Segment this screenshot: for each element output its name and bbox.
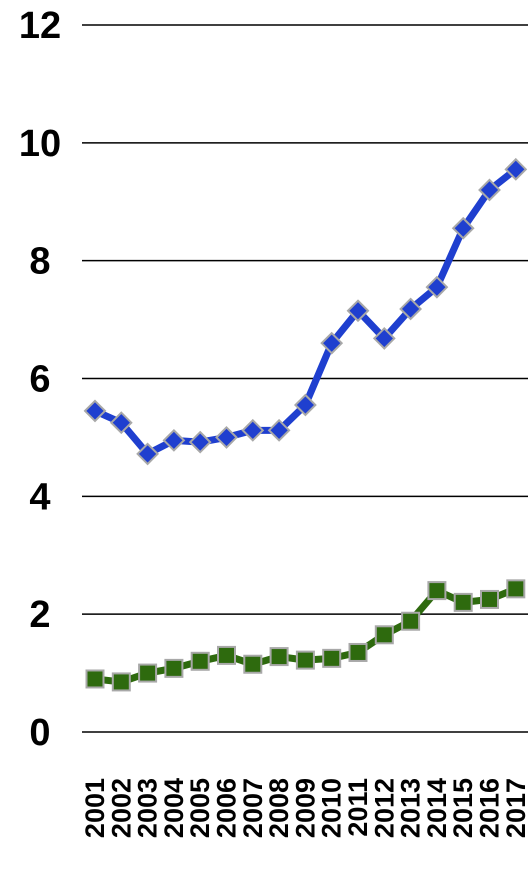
series-2-point — [164, 658, 184, 678]
series-2-point — [111, 672, 131, 692]
series-2-point — [374, 625, 394, 645]
y-tick-label: 8 — [29, 241, 50, 283]
series-1-point — [267, 418, 291, 442]
x-tick-label: 2002 — [106, 778, 136, 838]
series-2-point — [401, 611, 421, 631]
x-tick-label: 2005 — [185, 778, 215, 838]
series-1-point — [399, 297, 423, 321]
series-2-point — [480, 589, 499, 609]
x-tick-label: 2011 — [343, 778, 373, 837]
y-tick-label: 6 — [29, 359, 50, 401]
x-tick-label: 2012 — [369, 778, 399, 838]
series-1-point — [241, 418, 265, 442]
series-1-point — [346, 299, 370, 323]
series-2-point — [190, 651, 210, 671]
series-2-point — [348, 642, 368, 662]
x-tick-label: 2008 — [264, 778, 294, 838]
x-tick-label: 2017 — [501, 778, 528, 838]
series-2-point — [295, 650, 315, 670]
series-1-point — [320, 331, 344, 355]
series-1-point — [451, 216, 475, 240]
series-layer — [83, 157, 528, 692]
y-tick-label: 10 — [19, 123, 61, 165]
series-2-point — [217, 645, 236, 665]
series-1-point — [425, 275, 449, 299]
x-tick-label: 2015 — [448, 778, 478, 838]
series-1-point — [372, 327, 396, 350]
series-1-point — [109, 411, 133, 435]
series-2-point — [506, 579, 526, 599]
x-tick-label: 2009 — [290, 778, 320, 838]
series-1-point — [136, 442, 160, 466]
series-2-point — [269, 647, 289, 667]
gridlines — [82, 24, 528, 733]
x-tick-label: 2001 — [80, 778, 110, 838]
x-tick-label: 2010 — [317, 778, 347, 838]
x-axis-tick-labels: 2001200220032004200520062007200820092010… — [80, 778, 528, 838]
x-tick-label: 2014 — [422, 778, 452, 838]
series-2-point — [322, 648, 342, 668]
series-1-point — [188, 430, 212, 454]
y-tick-label: 4 — [29, 476, 50, 518]
x-tick-label: 2013 — [396, 778, 426, 838]
y-tick-label: 0 — [29, 712, 50, 754]
x-tick-label: 2007 — [238, 778, 268, 838]
series-1 — [83, 157, 528, 466]
series-1-point — [504, 157, 528, 181]
y-tick-label: 12 — [19, 5, 61, 47]
series-1-point — [215, 426, 238, 449]
series-2 — [85, 579, 526, 692]
x-tick-label: 2006 — [212, 778, 242, 838]
y-tick-label: 2 — [29, 594, 50, 636]
y-axis-tick-labels: 0 2 4 6 8 10 12 — [19, 5, 61, 754]
x-tick-label: 2003 — [133, 778, 163, 838]
series-2-point — [453, 592, 473, 612]
x-tick-label: 2004 — [159, 778, 189, 838]
series-2-point — [243, 654, 263, 674]
series-1-point — [83, 399, 107, 423]
series-1-point — [162, 428, 186, 452]
series-2-point — [138, 663, 158, 683]
x-tick-label: 2016 — [475, 778, 505, 838]
series-1-point — [478, 178, 501, 202]
series-1-point — [293, 393, 317, 417]
series-2-point — [85, 669, 105, 689]
series-2-point — [427, 581, 447, 601]
